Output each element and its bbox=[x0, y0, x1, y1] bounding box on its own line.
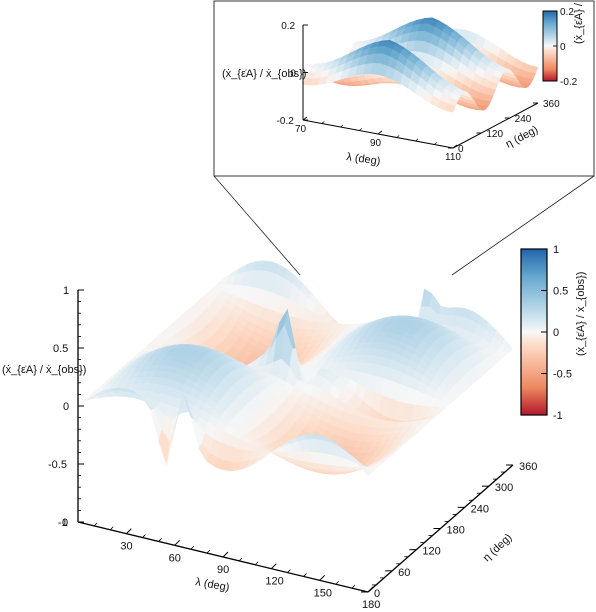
inset-colorbar-label: (ẋ_{ε̇A} / ẋ_{obs}) bbox=[573, 0, 585, 44]
inset-x-minor-tick bbox=[359, 128, 362, 131]
main-x-tick-label: 30 bbox=[120, 541, 132, 553]
main-x-minor-tick bbox=[335, 580, 340, 585]
main-x-minor-tick bbox=[142, 534, 146, 538]
inset-connector-right bbox=[451, 175, 595, 276]
inset-y-tick-label: 240 bbox=[515, 114, 532, 125]
main-x-minor-tick bbox=[190, 545, 195, 550]
inset-colorbar-tick-label: 0 bbox=[560, 42, 566, 53]
inset-connector-left bbox=[213, 175, 301, 276]
inset-y-axis-line bbox=[452, 102, 539, 149]
inset-y-tick-label: 360 bbox=[543, 99, 560, 110]
inset-y-tick-label: 120 bbox=[486, 129, 503, 140]
main-x-tick-label: 120 bbox=[265, 576, 283, 588]
inset-surface-cell bbox=[445, 103, 456, 113]
main-x-tick-mark bbox=[319, 574, 326, 581]
inset-x-tick-label: 90 bbox=[370, 138, 382, 149]
main-y-tick-label: 360 bbox=[519, 461, 537, 473]
main-x-minor-tick bbox=[93, 522, 98, 527]
inset-z-tick-label: -0.2 bbox=[277, 116, 295, 127]
main-z-tick-label: -0.5 bbox=[48, 459, 67, 471]
inset-x-minor-tick bbox=[396, 135, 400, 138]
main-x-minor-tick bbox=[109, 526, 114, 531]
main-z-tick-label: 0 bbox=[63, 401, 69, 413]
main-x-tick-mark bbox=[174, 539, 181, 546]
main-x-tick-mark bbox=[222, 551, 229, 558]
inset-x-minor-tick bbox=[415, 138, 419, 142]
main-x-minor-tick bbox=[206, 549, 211, 554]
main-origin-label: 0 bbox=[62, 517, 68, 529]
inset-z-axis-label: (ẋ_{ε̇A} / ẋ_{obs}) bbox=[222, 68, 306, 80]
main-colorbar: 1 0.5 0 -0.5 -1 (ẋ_{ε̇A} / ẋ_{obs}) bbox=[520, 244, 587, 422]
main-x-minor-tick bbox=[238, 557, 243, 562]
main-x-minor-tick bbox=[351, 584, 356, 589]
inset-surface bbox=[302, 17, 539, 113]
main-y-tick-label: 0 bbox=[374, 588, 380, 600]
main-colorbar-tick-label: 0 bbox=[553, 327, 559, 339]
main-surface-plot: 30609012015018006012018024030036010.50-0… bbox=[2, 260, 537, 611]
inset-colorbar: 0.2 0 -0.2 (ẋ_{ε̇A} / ẋ_{obs}) bbox=[542, 0, 585, 88]
main-y-tick-label: 120 bbox=[422, 546, 440, 558]
main-x-tick-mark bbox=[270, 563, 277, 570]
inset-x-tick-mark bbox=[377, 130, 383, 135]
main-x-tick-label: 180 bbox=[362, 599, 380, 611]
main-surface-cell bbox=[359, 465, 372, 477]
main-x-tick-label: 150 bbox=[314, 587, 332, 599]
main-z-tick-label: 1 bbox=[63, 285, 69, 297]
main-x-tick-mark bbox=[367, 586, 374, 593]
inset-x-tick-mark bbox=[302, 116, 308, 121]
inset-x-minor-tick bbox=[434, 142, 437, 145]
main-z-tick-label: -1 bbox=[58, 517, 68, 529]
main-colorbar-tick-label: 1 bbox=[553, 244, 559, 256]
main-x-tick-mark bbox=[125, 528, 132, 535]
main-x-minor-tick bbox=[158, 538, 162, 542]
inset-x-minor-tick bbox=[340, 124, 344, 128]
main-x-axis-label: λ (deg) bbox=[194, 576, 230, 594]
main-y-tick-label: 300 bbox=[495, 482, 513, 494]
main-z-tick-label: 0.5 bbox=[53, 343, 68, 355]
inset-x-tick-label: 70 bbox=[295, 124, 307, 135]
main-colorbar-tick-label: 0.5 bbox=[553, 286, 568, 298]
main-z-axis-label: (ẋ_{ε̇A} / ẋ_{obs}) bbox=[2, 364, 86, 376]
inset-z-tick-label: 0 bbox=[290, 69, 296, 80]
main-colorbar-tick-label: -1 bbox=[553, 410, 563, 422]
inset-colorbar-tick-label: 0.2 bbox=[560, 7, 574, 18]
main-colorbar-label: (ẋ_{ε̇A} / ẋ_{obs}) bbox=[575, 272, 587, 356]
main-surface-cell bbox=[77, 399, 90, 407]
inset-x-minor-tick bbox=[321, 121, 325, 124]
inset-colorbar-tick-label: -0.2 bbox=[560, 77, 578, 88]
inset-x-tick-mark bbox=[452, 144, 458, 149]
inset-x-axis-label: λ (deg) bbox=[346, 151, 382, 168]
inset-x-tick-label: 110 bbox=[445, 152, 461, 163]
main-x-minor-tick bbox=[287, 569, 291, 573]
main-x-tick-label: 90 bbox=[217, 564, 229, 576]
inset-y-tick-label: 0 bbox=[458, 144, 464, 155]
main-colorbar-tick-label: -0.5 bbox=[553, 369, 572, 381]
main-x-tick-label: 60 bbox=[169, 552, 181, 564]
main-x-minor-tick bbox=[303, 573, 307, 577]
main-y-axis-label: η (deg) bbox=[481, 532, 515, 565]
main-y-tick-label: 60 bbox=[398, 567, 410, 579]
inset-z-tick-label: 0.2 bbox=[281, 21, 295, 32]
main-x-minor-tick bbox=[254, 561, 259, 566]
main-surface bbox=[77, 260, 514, 477]
main-y-tick-label: 240 bbox=[471, 503, 489, 515]
main-y-tick-label: 180 bbox=[447, 525, 465, 537]
